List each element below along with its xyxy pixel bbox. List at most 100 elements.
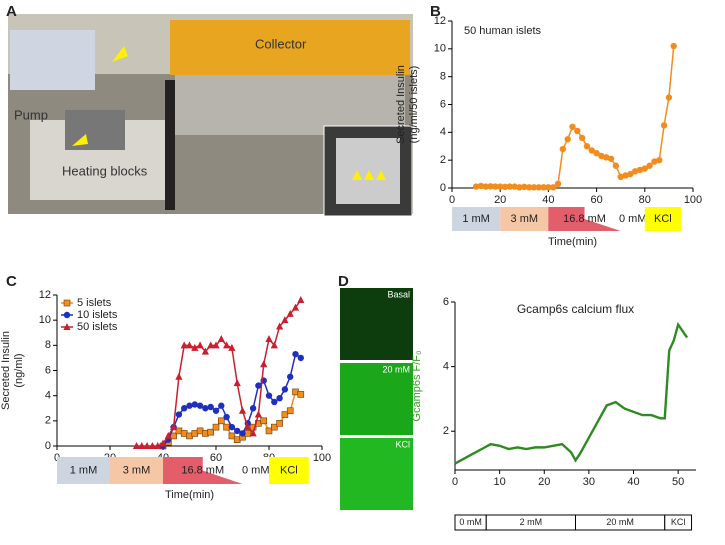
phase-label: 16.8 mM	[563, 213, 606, 225]
marker	[291, 303, 300, 311]
marker	[270, 341, 278, 349]
marker	[271, 398, 278, 406]
marker	[612, 162, 620, 169]
y-tick-label: 6	[440, 98, 446, 110]
marker	[201, 347, 209, 355]
marker	[196, 341, 204, 349]
marker	[260, 360, 268, 368]
legend-marker	[63, 299, 71, 307]
x-tick-label: 0	[452, 476, 458, 488]
marker	[651, 158, 658, 165]
marker	[228, 432, 236, 440]
marker	[477, 182, 485, 190]
marker	[270, 423, 278, 431]
marker	[631, 168, 639, 175]
marker	[218, 402, 225, 409]
marker	[593, 150, 600, 157]
marker	[170, 423, 178, 431]
marker	[287, 373, 294, 380]
image-20mm	[340, 363, 413, 435]
marker	[265, 427, 273, 435]
marker	[559, 145, 567, 153]
collector-tray	[175, 75, 405, 135]
marker	[276, 420, 283, 427]
chart-title: Gcamp6s calcium flux	[517, 302, 634, 316]
marker	[202, 405, 209, 412]
marker	[255, 382, 262, 389]
marker	[564, 136, 571, 143]
marker	[180, 341, 188, 349]
photo-label: Heating blocks	[62, 163, 148, 178]
y-axis-label: (ng/ml/50 islets)	[408, 66, 420, 144]
marker	[244, 423, 252, 431]
marker	[218, 417, 225, 425]
marker	[175, 411, 183, 418]
marker	[646, 162, 653, 169]
legend-label: 50 islets	[77, 321, 118, 333]
marker	[641, 165, 648, 172]
phase-bar	[500, 207, 549, 231]
phase-bar	[644, 207, 681, 231]
marker	[617, 173, 624, 181]
heating-block	[65, 110, 125, 150]
x-tick-label: 20	[494, 194, 506, 206]
x-tick-label: 0	[449, 194, 455, 206]
phase-label: 3 mM	[123, 464, 151, 476]
x-tick-label: 60	[590, 194, 602, 206]
arrow	[376, 170, 386, 180]
marker	[670, 42, 677, 50]
marker	[249, 405, 257, 412]
phase-bar	[163, 457, 203, 484]
x-tick-label: 30	[583, 476, 595, 488]
legend-marker	[63, 323, 71, 330]
marker	[598, 152, 605, 160]
marker	[583, 143, 591, 150]
legend-label: 10 islets	[77, 309, 118, 321]
marker	[281, 316, 289, 324]
x-tick-label: 100	[684, 194, 702, 206]
marker	[191, 401, 198, 408]
phase-label: 20 mM	[606, 517, 634, 527]
y-tick-label: 4	[443, 361, 449, 373]
y-tick-label: 0	[45, 440, 51, 452]
marker	[540, 184, 547, 191]
pump	[10, 30, 95, 90]
arrow	[364, 170, 374, 180]
x-tick-label: 100	[313, 452, 331, 464]
x-tick-label: 50	[672, 476, 684, 488]
marker	[228, 423, 236, 431]
collector	[170, 20, 410, 75]
marker	[511, 183, 518, 190]
marker	[506, 183, 514, 190]
panel-label: C	[6, 273, 17, 290]
marker	[143, 442, 151, 449]
marker	[297, 354, 304, 362]
y-tick-label: 10	[434, 43, 446, 55]
marker	[186, 402, 193, 409]
marker	[164, 431, 172, 439]
y-tick-label: 2	[443, 425, 449, 437]
marker	[482, 183, 489, 190]
phase-label: KCl	[280, 464, 298, 476]
image-label: KCl	[395, 439, 410, 449]
marker	[260, 417, 268, 425]
marker	[154, 442, 162, 449]
x-axis-label: Time(min)	[548, 236, 597, 248]
phase-label: 2 mM	[520, 517, 543, 527]
marker	[501, 183, 509, 191]
marker	[492, 183, 499, 190]
image-basal	[340, 288, 413, 360]
marker	[487, 183, 494, 190]
phase-label: 0 mM	[459, 517, 482, 527]
stand	[165, 80, 175, 210]
marker	[660, 122, 668, 129]
marker	[207, 428, 214, 436]
x-axis-label: Time(min)	[165, 489, 214, 501]
inset-block	[336, 138, 400, 204]
marker	[249, 429, 257, 437]
y-tick-label: 8	[440, 71, 446, 83]
photo-label: Pump	[14, 107, 48, 122]
y-tick-label: 12	[434, 15, 446, 27]
marker	[281, 411, 289, 418]
